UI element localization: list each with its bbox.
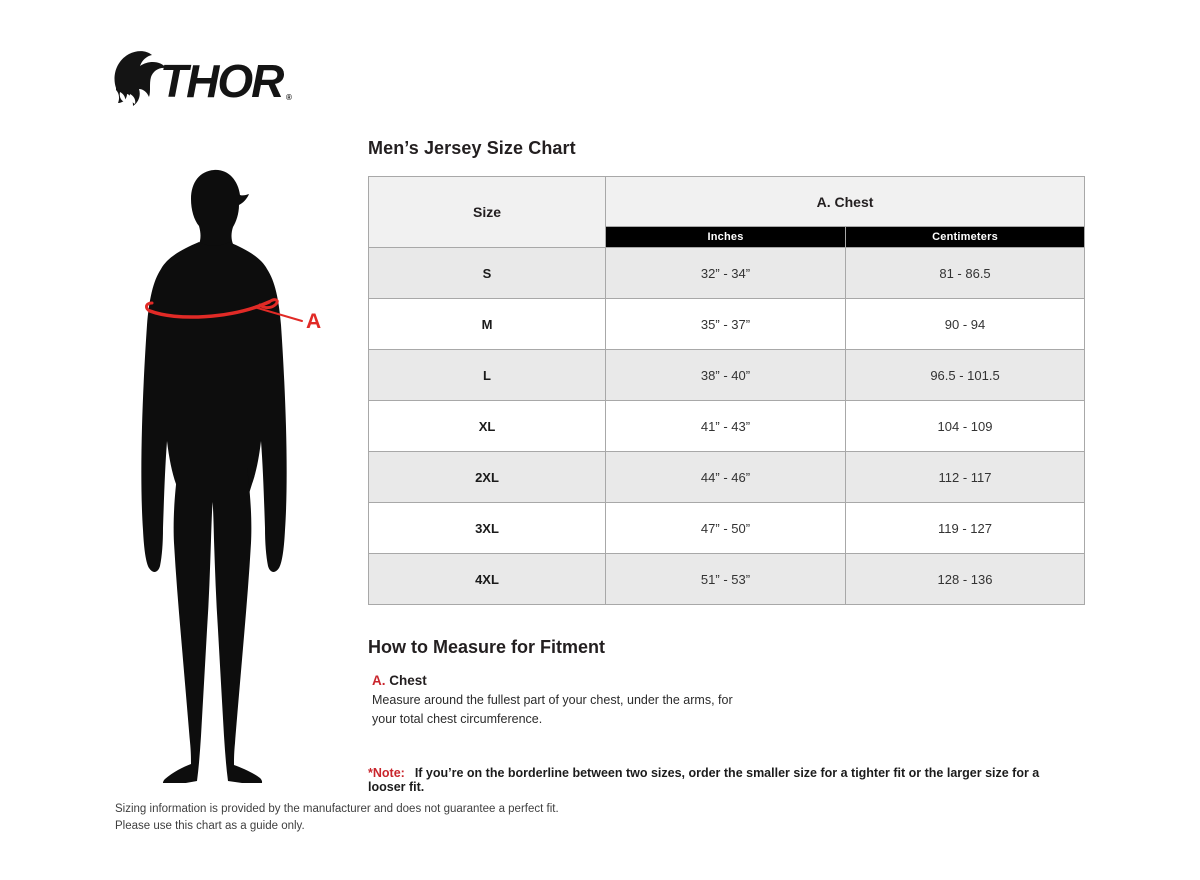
- size-value: M: [368, 298, 606, 350]
- male-silhouette: [141, 169, 287, 783]
- centimeters-value: 81 - 86.5: [844, 247, 1086, 299]
- centimeters-value: 112 - 117: [844, 451, 1086, 503]
- centimeters-value: 119 - 127: [844, 502, 1086, 554]
- measure-item-chest: A. Chest Measure around the fullest part…: [372, 673, 752, 730]
- page-title: Men’s Jersey Size Chart: [368, 138, 576, 158]
- size-chart-table: Size A. Chest Inches Centimeters S 32” -…: [368, 176, 1086, 605]
- brand-wordmark: THOR: [160, 55, 284, 107]
- measure-point-label: A: [306, 310, 321, 333]
- size-value: 2XL: [368, 451, 606, 503]
- inches-value: 47” - 50”: [605, 502, 846, 554]
- column-group-header-chest: A. Chest: [604, 176, 1086, 227]
- measure-item-label: A. Chest: [372, 673, 752, 688]
- inches-value: 38” - 40”: [605, 349, 846, 401]
- inches-value: 51” - 53”: [605, 553, 846, 605]
- size-value: S: [368, 247, 606, 299]
- ram-head-icon: [114, 51, 166, 106]
- column-header-centimeters: Centimeters: [844, 226, 1086, 248]
- disclaimer-line-2: Please use this chart as a guide only.: [115, 819, 305, 832]
- inches-value: 41” - 43”: [605, 400, 846, 452]
- table-row: L 38” - 40” 96.5 - 101.5: [368, 349, 1086, 401]
- disclaimer-text: Sizing information is provided by the ma…: [115, 801, 559, 834]
- inches-value: 44” - 46”: [605, 451, 846, 503]
- centimeters-value: 104 - 109: [844, 400, 1086, 452]
- table-row: 4XL 51” - 53” 128 - 136: [368, 553, 1086, 605]
- registered-mark: ®: [286, 93, 292, 102]
- column-header-inches: Inches: [605, 226, 846, 248]
- how-to-measure-heading: How to Measure for Fitment: [368, 637, 606, 657]
- measure-item-letter: A.: [372, 673, 386, 688]
- note-text: If you’re on the borderline between two …: [368, 766, 1040, 794]
- note-prefix: *Note:: [368, 766, 405, 780]
- chest-measurement-arc: [145, 298, 303, 322]
- centimeters-value: 96.5 - 101.5: [844, 349, 1086, 401]
- table-row: M 35” - 37” 90 - 94: [368, 298, 1086, 350]
- centimeters-value: 128 - 136: [844, 553, 1086, 605]
- disclaimer-line-1: Sizing information is provided by the ma…: [115, 803, 559, 815]
- sizing-note: *Note: If you’re on the borderline betwee…: [368, 766, 1068, 794]
- size-value: XL: [368, 400, 606, 452]
- inches-value: 35” - 37”: [605, 298, 846, 350]
- body-silhouette-figure: A: [136, 168, 336, 783]
- thor-logo: THOR ®: [110, 48, 300, 110]
- size-value: 4XL: [368, 553, 606, 605]
- measure-item-name: Chest: [389, 673, 427, 688]
- table-row: XL 41” - 43” 104 - 109: [368, 400, 1086, 452]
- column-header-size: Size: [368, 176, 606, 248]
- centimeters-value: 90 - 94: [844, 298, 1086, 350]
- table-row: 2XL 44” - 46” 112 - 117: [368, 451, 1086, 503]
- table-row: S 32” - 34” 81 - 86.5: [368, 247, 1086, 299]
- table-row: 3XL 47” - 50” 119 - 127: [368, 502, 1086, 554]
- thor-logo-graphic: THOR ®: [114, 51, 292, 107]
- inches-value: 32” - 34”: [605, 247, 846, 299]
- size-value: L: [368, 349, 606, 401]
- measure-item-description: Measure around the fullest part of your …: [372, 693, 733, 727]
- size-value: 3XL: [368, 502, 606, 554]
